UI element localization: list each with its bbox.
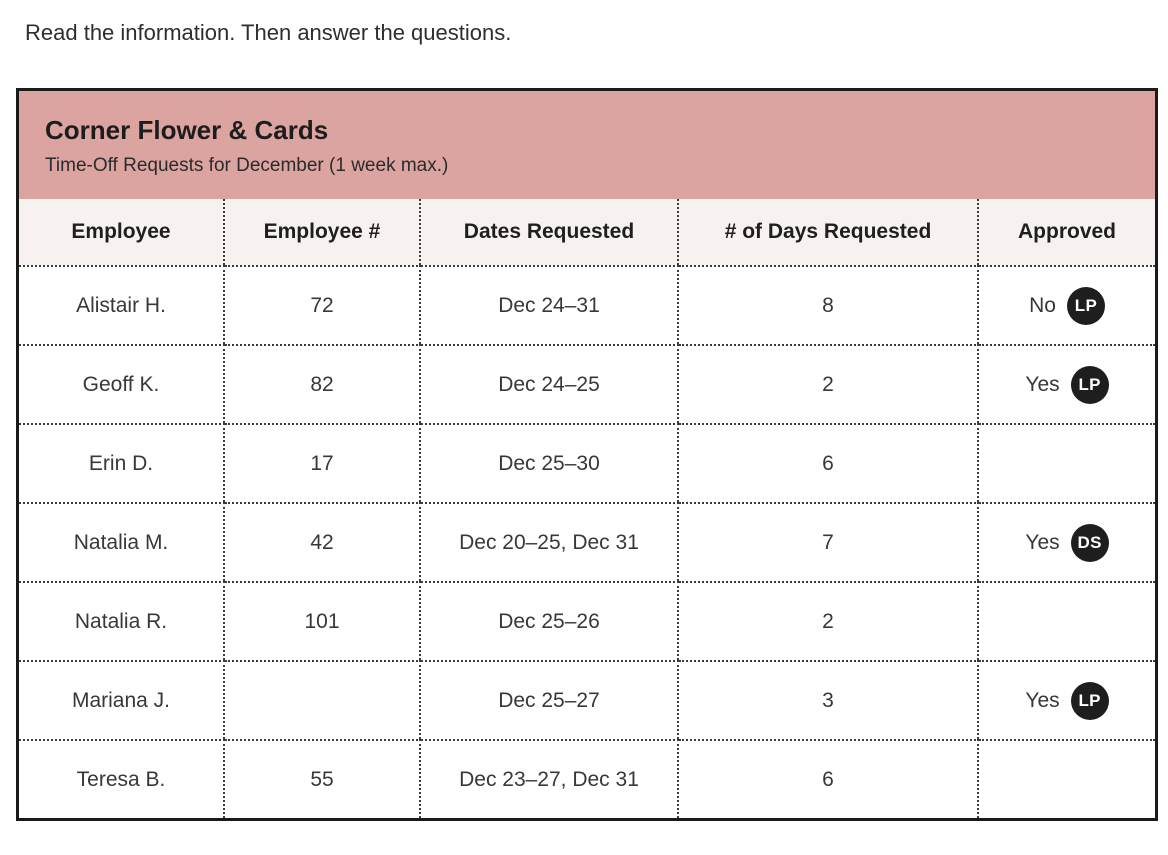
col-header-dates-requested: Dates Requested bbox=[421, 199, 679, 265]
dates-requested-cell: Dec 25–30 bbox=[421, 423, 679, 502]
dates-requested-cell: Dec 20–25, Dec 31 bbox=[421, 502, 679, 581]
col-header-employee-number: Employee # bbox=[225, 199, 421, 265]
employee-number-cell: 101 bbox=[225, 581, 421, 660]
table-body: Alistair H. 72 Dec 24–31 8 No LP Geoff K.… bbox=[19, 265, 1156, 818]
employee-cell: Alistair H. bbox=[19, 265, 225, 344]
approved-text: Yes bbox=[1025, 688, 1060, 712]
card-header: Corner Flower & Cards Time-Off Requests … bbox=[19, 91, 1156, 199]
approver-badge: DS bbox=[1070, 523, 1109, 562]
approved-cell: Yes LP bbox=[979, 344, 1156, 423]
card-subtitle: Time-Off Requests for December (1 week m… bbox=[45, 155, 449, 176]
approved-cell: No LP bbox=[979, 265, 1156, 344]
table-row: Alistair H. 72 Dec 24–31 8 No LP bbox=[19, 265, 1156, 344]
employee-number-cell bbox=[225, 660, 421, 739]
table-row: Natalia M. 42 Dec 20–25, Dec 31 7 Yes DS bbox=[19, 502, 1156, 581]
days-requested-cell: 2 bbox=[679, 344, 979, 423]
table-row: Natalia R. 101 Dec 25–26 2 bbox=[19, 581, 1156, 660]
card-title: Corner Flower & Cards bbox=[45, 115, 329, 145]
approver-badge: LP bbox=[1070, 365, 1109, 404]
days-requested-cell: 6 bbox=[679, 739, 979, 818]
approved-cell: Yes LP bbox=[979, 660, 1156, 739]
table-row: Teresa B. 55 Dec 23–27, Dec 31 6 bbox=[19, 739, 1156, 818]
employee-number-cell: 55 bbox=[225, 739, 421, 818]
employee-number-cell: 82 bbox=[225, 344, 421, 423]
days-requested-cell: 2 bbox=[679, 581, 979, 660]
dates-requested-cell: Dec 25–26 bbox=[421, 581, 679, 660]
dates-requested-cell: Dec 24–25 bbox=[421, 344, 679, 423]
table-row: Mariana J. Dec 25–27 3 Yes LP bbox=[19, 660, 1156, 739]
column-header-row: Employee Employee # Dates Requested # of… bbox=[19, 199, 1156, 265]
approved-cell bbox=[979, 581, 1156, 660]
days-requested-cell: 7 bbox=[679, 502, 979, 581]
dates-requested-cell: Dec 25–27 bbox=[421, 660, 679, 739]
col-header-days-requested: # of Days Requested bbox=[679, 199, 979, 265]
employee-cell: Mariana J. bbox=[19, 660, 225, 739]
employee-number-cell: 72 bbox=[225, 265, 421, 344]
dates-requested-cell: Dec 24–31 bbox=[421, 265, 679, 344]
days-requested-cell: 3 bbox=[679, 660, 979, 739]
approved-text: Yes bbox=[1025, 530, 1060, 554]
instruction-text: Read the information. Then answer the qu… bbox=[25, 20, 512, 45]
table-row: Geoff K. 82 Dec 24–25 2 Yes LP bbox=[19, 344, 1156, 423]
banner-row: Corner Flower & Cards Time-Off Requests … bbox=[19, 91, 1156, 199]
employee-cell: Geoff K. bbox=[19, 344, 225, 423]
time-off-table: Corner Flower & Cards Time-Off Requests … bbox=[16, 88, 1159, 821]
employee-cell: Natalia M. bbox=[19, 502, 225, 581]
employee-number-cell: 42 bbox=[225, 502, 421, 581]
dates-requested-cell: Dec 23–27, Dec 31 bbox=[421, 739, 679, 818]
col-header-employee: Employee bbox=[19, 199, 225, 265]
approved-cell bbox=[979, 423, 1156, 502]
approver-badge: LP bbox=[1070, 681, 1109, 720]
employee-cell: Natalia R. bbox=[19, 581, 225, 660]
col-header-approved: Approved bbox=[979, 199, 1156, 265]
employee-number-cell: 17 bbox=[225, 423, 421, 502]
employee-cell: Teresa B. bbox=[19, 739, 225, 818]
approved-cell: Yes DS bbox=[979, 502, 1156, 581]
employee-cell: Erin D. bbox=[19, 423, 225, 502]
approved-text: Yes bbox=[1025, 372, 1060, 396]
days-requested-cell: 8 bbox=[679, 265, 979, 344]
days-requested-cell: 6 bbox=[679, 423, 979, 502]
approved-cell bbox=[979, 739, 1156, 818]
approved-text: No bbox=[1029, 293, 1056, 317]
table-row: Erin D. 17 Dec 25–30 6 bbox=[19, 423, 1156, 502]
approver-badge: LP bbox=[1066, 286, 1105, 325]
